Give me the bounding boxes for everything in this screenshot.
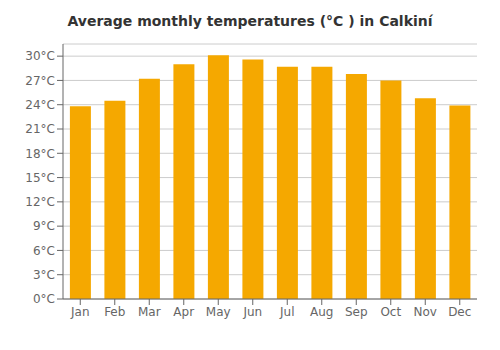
svg-text:9°C: 9°C [33,219,55,233]
svg-text:Jul: Jul [279,305,294,319]
svg-text:27°C: 27°C [25,74,55,88]
svg-text:21°C: 21°C [25,122,55,136]
svg-text:May: May [206,305,231,319]
svg-text:Nov: Nov [414,305,437,319]
svg-text:Oct: Oct [380,305,401,319]
svg-text:30°C: 30°C [25,49,55,63]
svg-text:Sep: Sep [345,305,368,319]
svg-text:15°C: 15°C [25,171,55,185]
svg-text:3°C: 3°C [33,268,55,282]
html-text:Average monthly temperatures (: Average monthly temperatures (°C ) in Ca… [67,13,433,29]
svg-text:Apr: Apr [173,305,194,319]
svg-text:12°C: 12°C [25,195,55,209]
svg-text:Mar: Mar [138,305,161,319]
svg-text:6°C: 6°C [33,244,55,258]
svg-text:Aug: Aug [310,305,333,319]
svg-text:Jun: Jun [242,305,262,319]
svg-text:18°C: 18°C [25,147,55,161]
svg-text:Jan: Jan [70,305,90,319]
svg-text:Feb: Feb [104,305,125,319]
svg-text:0°C: 0°C [33,292,55,306]
svg-text:Dec: Dec [448,305,471,319]
svg-text:24°C: 24°C [25,98,55,112]
